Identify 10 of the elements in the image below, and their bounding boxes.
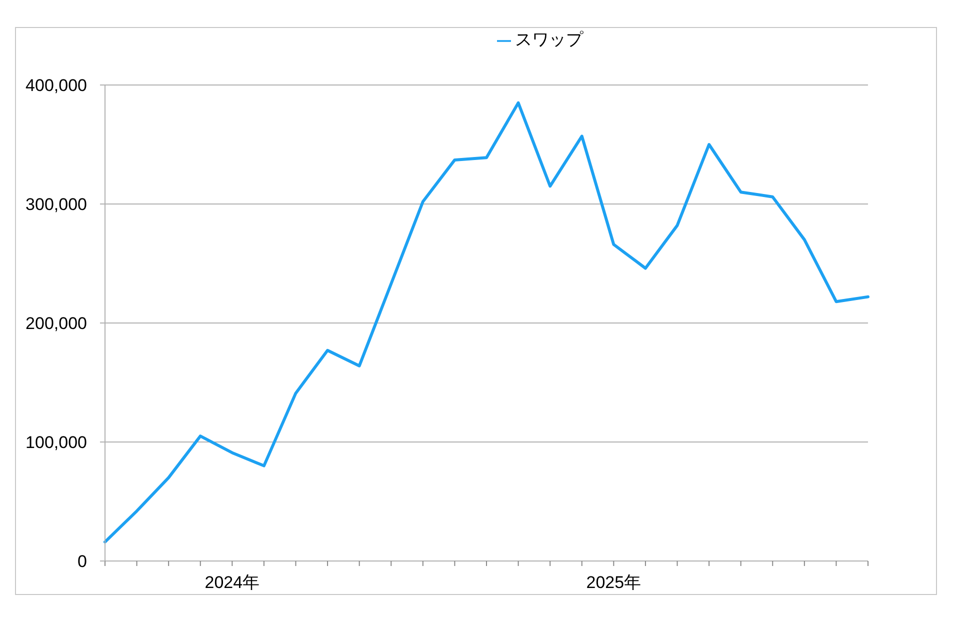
x-tick-label: 2025年 — [586, 573, 642, 592]
y-tick-label: 0 — [78, 552, 87, 572]
y-tick-label: 200,000 — [26, 314, 87, 334]
chart-frame: スワップ 2024年 2025年 0 100,000 200,000 300,000 400,000 — [15, 27, 937, 595]
y-tick-label: 100,000 — [26, 433, 87, 452]
y-tick-label: 400,000 — [26, 76, 87, 96]
legend-label: スワップ — [515, 30, 583, 49]
line-series — [104, 101, 870, 544]
y-tick-label: 300,000 — [26, 195, 87, 214]
x-tick-label: 2024年 — [204, 573, 260, 592]
